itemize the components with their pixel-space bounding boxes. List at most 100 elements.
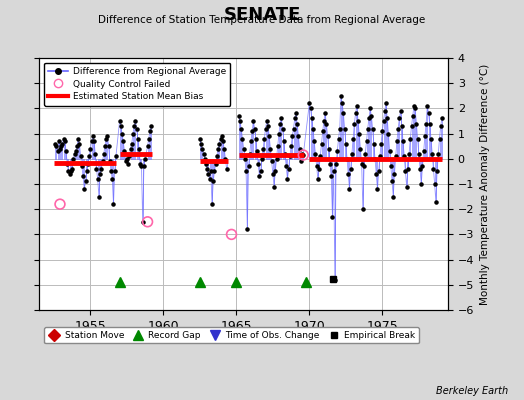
- Point: [51, 140, 59, 147]
- Point: [250, 125, 259, 132]
- Point: [111, 168, 119, 174]
- Point: [107, 168, 115, 174]
- Point: [391, 153, 400, 160]
- Point: [389, 193, 398, 200]
- Text: Berkeley Earth: Berkeley Earth: [436, 386, 508, 396]
- Point: [52, 143, 61, 149]
- Point: [69, 156, 78, 162]
- Point: [413, 136, 422, 142]
- Point: [252, 136, 260, 142]
- Point: [360, 163, 368, 170]
- Point: [400, 153, 408, 160]
- Point: [199, 150, 208, 157]
- Point: [265, 133, 274, 139]
- Point: [366, 105, 374, 112]
- Point: [122, 158, 130, 164]
- Point: [375, 168, 383, 174]
- Point: [147, 123, 156, 129]
- Point: [259, 146, 267, 152]
- Point: [412, 120, 421, 127]
- Point: [106, 158, 114, 164]
- Point: [305, 100, 313, 106]
- Point: [77, 153, 85, 160]
- Point: [214, 146, 222, 152]
- Point: [241, 156, 249, 162]
- Point: [299, 152, 308, 158]
- Point: [201, 156, 209, 162]
- Point: [115, 118, 124, 124]
- Point: [272, 156, 281, 162]
- Point: [386, 148, 394, 154]
- Point: [326, 161, 334, 167]
- Point: [215, 140, 224, 147]
- Point: [242, 168, 250, 174]
- Point: [89, 133, 97, 139]
- Point: [376, 153, 384, 160]
- Point: [387, 163, 395, 170]
- Point: [323, 133, 332, 139]
- Point: [309, 125, 317, 132]
- Point: [88, 138, 96, 144]
- Point: [130, 123, 138, 129]
- Point: [298, 150, 306, 157]
- Point: [396, 108, 405, 114]
- Point: [274, 143, 282, 149]
- Point: [357, 161, 366, 167]
- Point: [367, 113, 376, 119]
- Point: [296, 146, 304, 152]
- Point: [299, 152, 308, 158]
- Point: [395, 115, 403, 122]
- Point: [102, 136, 111, 142]
- Point: [213, 153, 221, 160]
- Point: [362, 138, 370, 144]
- Point: [80, 186, 89, 192]
- Point: [237, 125, 245, 132]
- Point: [377, 140, 385, 147]
- Point: [322, 120, 331, 127]
- Point: [63, 161, 71, 167]
- Point: [255, 173, 264, 180]
- Point: [321, 110, 330, 117]
- Point: [271, 168, 279, 174]
- Point: [75, 140, 84, 147]
- Point: [355, 130, 364, 137]
- Point: [209, 178, 217, 185]
- Point: [205, 176, 214, 182]
- Point: [378, 128, 387, 134]
- Point: [134, 136, 142, 142]
- Point: [353, 103, 361, 109]
- Point: [328, 214, 336, 220]
- Point: [319, 128, 327, 134]
- Point: [423, 103, 432, 109]
- Point: [330, 168, 338, 174]
- Point: [246, 150, 254, 157]
- Point: [216, 136, 225, 142]
- Point: [90, 138, 98, 144]
- Point: [348, 150, 356, 157]
- Point: [418, 163, 427, 170]
- Point: [384, 130, 392, 137]
- Point: [388, 178, 396, 185]
- Point: [263, 118, 271, 124]
- Point: [398, 123, 406, 129]
- Point: [338, 100, 346, 106]
- Point: [91, 150, 100, 157]
- Point: [131, 118, 139, 124]
- Point: [84, 161, 92, 167]
- Point: [72, 148, 80, 154]
- Point: [137, 163, 146, 170]
- Point: [247, 138, 255, 144]
- Point: [334, 136, 343, 142]
- Point: [269, 171, 277, 177]
- Point: [356, 146, 365, 152]
- Point: [257, 168, 265, 174]
- Point: [327, 173, 335, 180]
- Point: [402, 183, 411, 190]
- Point: [297, 158, 305, 164]
- Point: [197, 140, 205, 147]
- Point: [93, 176, 102, 182]
- Point: [124, 161, 132, 167]
- Point: [249, 118, 258, 124]
- Point: [85, 153, 93, 160]
- Point: [307, 105, 315, 112]
